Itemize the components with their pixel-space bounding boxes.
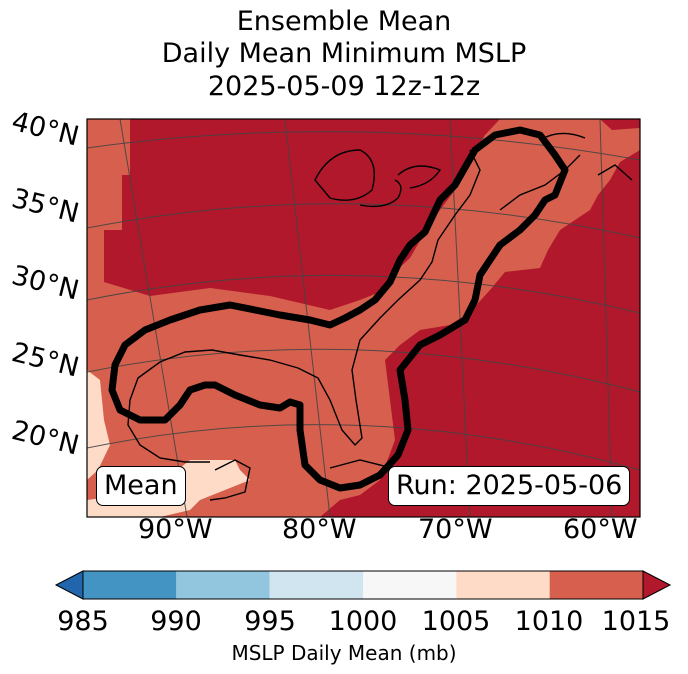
contour-1010 — [108, 126, 569, 492]
lon-label-90w: 90°W — [138, 514, 213, 545]
colorbar-tick-1010: 1010 — [514, 606, 584, 637]
lon-label-70w: 70°W — [418, 514, 493, 545]
field-1005-1010 — [87, 119, 640, 517]
colorbar-segment — [269, 571, 363, 599]
mean-label: Mean — [96, 466, 186, 506]
colorbar-extend-high — [642, 570, 672, 600]
colorbar-tick-995: 995 — [244, 606, 296, 637]
colorbar-segment — [83, 571, 177, 599]
lon-label-80w: 80°W — [282, 514, 357, 545]
colorbar-tick-1015: 1015 — [601, 606, 671, 637]
colorbar-segment — [549, 571, 643, 599]
colorbar — [54, 570, 672, 600]
colorbar-segment — [363, 571, 457, 599]
coastlines — [127, 132, 633, 501]
title-line-3: 2025-05-09 12z-12z — [207, 71, 481, 102]
colorbar-extend-low — [54, 570, 84, 600]
run-date-label: Run: 2025-05-06 — [388, 466, 631, 506]
title-line-1: Ensemble Mean — [236, 6, 452, 37]
field-1000-1005-west — [87, 370, 110, 480]
colorbar-segment — [176, 571, 270, 599]
colorbar-tick-990: 990 — [150, 606, 202, 637]
colorbar-tick-1000: 1000 — [328, 606, 398, 637]
title-line-2: Daily Mean Minimum MSLP — [161, 38, 527, 69]
colorbar-tick-1005: 1005 — [421, 606, 491, 637]
colorbar-segment — [456, 571, 550, 599]
lon-label-60w: 60°W — [563, 514, 638, 545]
colorbar-tick-985: 985 — [57, 606, 109, 637]
colorbar-label: MSLP Daily Mean (mb) — [231, 641, 457, 665]
